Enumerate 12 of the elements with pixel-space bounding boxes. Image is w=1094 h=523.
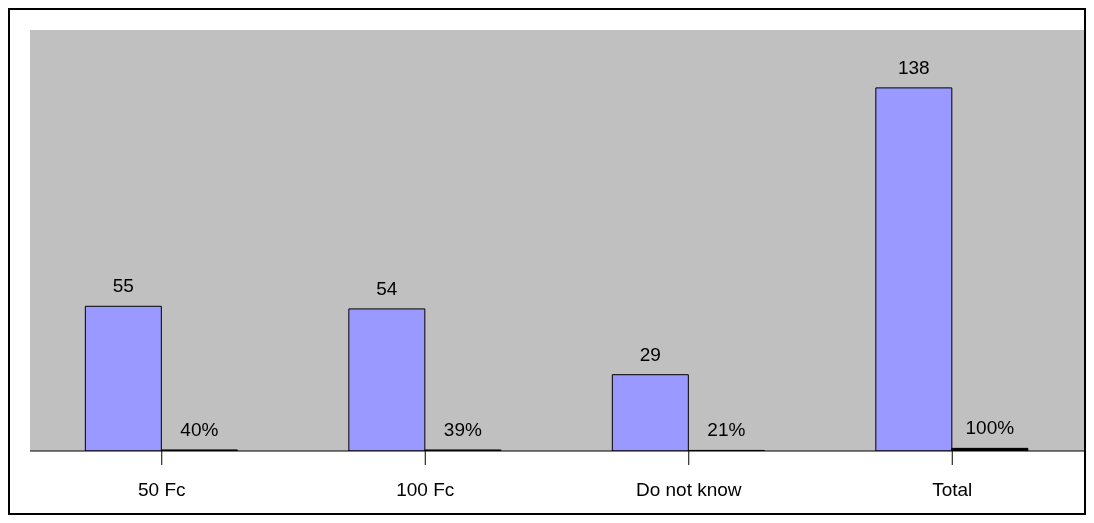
data-label: 54	[376, 277, 398, 299]
data-label: 39%	[443, 418, 482, 440]
data-label: 40%	[180, 418, 219, 440]
data-label: 21%	[707, 419, 746, 441]
data-label: 138	[897, 56, 930, 78]
x-tick-label: Do not know	[635, 479, 742, 501]
data-label: 29	[639, 343, 661, 365]
x-tick-label: Total	[932, 479, 973, 501]
x-tick-label: 100 Fc	[396, 479, 455, 501]
data-label: 100%	[965, 417, 1015, 439]
data-label: 55	[112, 275, 134, 297]
x-tick-label: 50 Fc	[137, 479, 186, 501]
